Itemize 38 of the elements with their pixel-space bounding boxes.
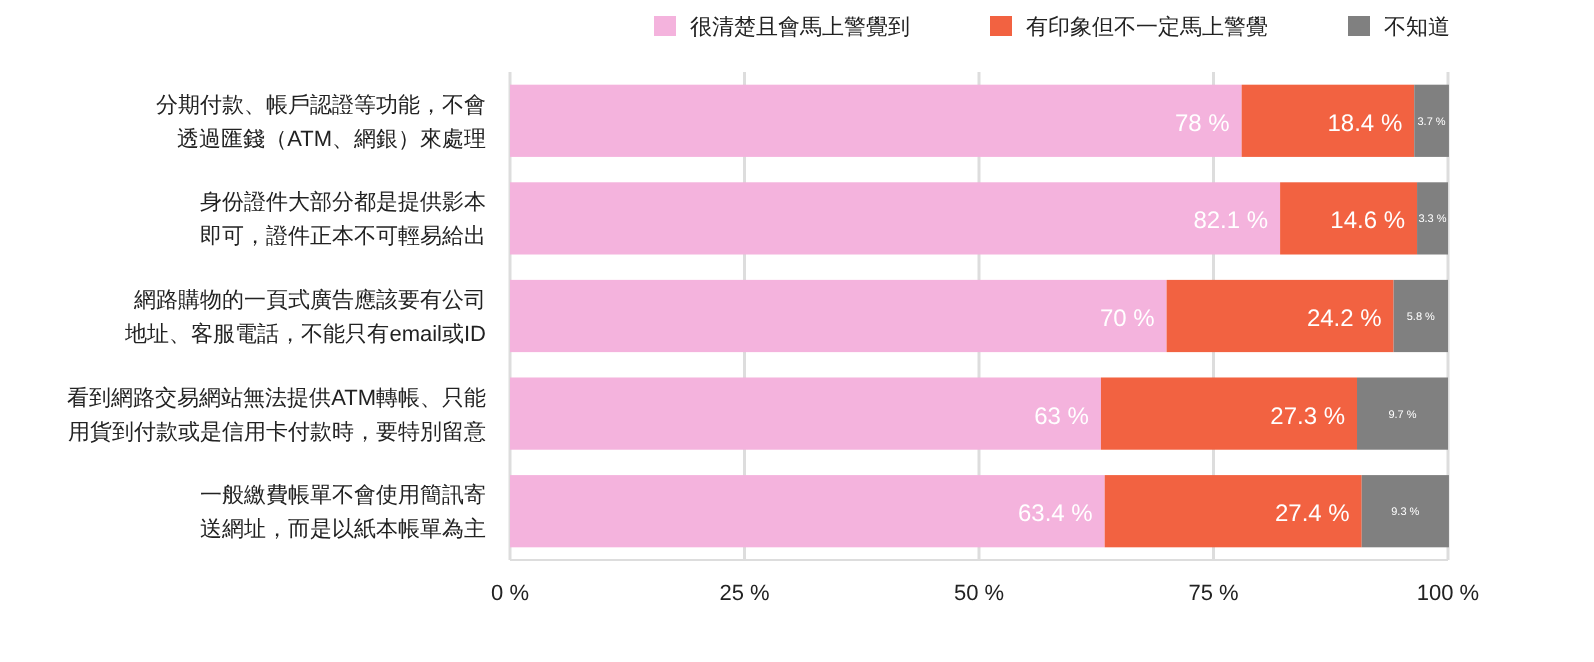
bar	[510, 377, 1101, 450]
bar	[1417, 182, 1448, 255]
x-tick-label: 50 %	[953, 582, 1005, 606]
y-tick-label: 看到網路交易網站無法提供ATM轉帳、只能用貨到付款或是信用卡付款時，要特別留意	[67, 384, 486, 445]
bar	[510, 84, 1242, 157]
bar	[1393, 279, 1448, 353]
data-label: 63 %	[1034, 401, 1090, 430]
data-label: 14.6 %	[1330, 206, 1406, 235]
bar	[510, 279, 1167, 353]
bar	[510, 475, 1105, 548]
legend-label: 不知道	[1384, 16, 1450, 40]
y-tick-label: 一般繳費帳單不會使用簡訊寄送網址，而是以紙本帳單為主	[200, 482, 486, 543]
legend-label: 很清楚且會馬上警覺到	[690, 14, 910, 40]
data-label: 27.3 %	[1270, 401, 1346, 430]
x-tick-label: 75 %	[1188, 582, 1239, 606]
bar	[1100, 377, 1358, 450]
legend-label: 有印象但不一定馬上警覺	[1026, 14, 1268, 40]
y-tick-label: 分期付款、帳戶認證等功能，不會透過匯錢（ATM、網銀）來處理	[156, 91, 486, 152]
data-label: 63.4 %	[1017, 499, 1094, 528]
data-label: 27.4 %	[1274, 499, 1351, 528]
bar	[1414, 84, 1449, 157]
data-label: 24.2 %	[1306, 304, 1383, 332]
data-label: 82.1 %	[1193, 206, 1269, 235]
bar	[1104, 475, 1362, 548]
bar	[1361, 475, 1449, 548]
bar	[1166, 279, 1394, 353]
y-tick-label: 網路購物的一頁式廣告應該要有公司地址、客服電話，不能只有email或ID	[123, 287, 487, 347]
data-label: 18.4 %	[1327, 108, 1403, 137]
bar	[1241, 84, 1415, 157]
x-tick-label: 25 %	[719, 582, 770, 606]
bar	[1280, 182, 1418, 255]
bar	[1357, 377, 1448, 450]
bar	[510, 182, 1281, 255]
y-tick-label: 身份證件大部分都是提供影本即可，證件正本不可輕易給出	[200, 189, 486, 250]
data-label: 78 %	[1174, 108, 1231, 137]
x-tick-label: 100 %	[1416, 582, 1480, 606]
data-label: 70 %	[1099, 304, 1156, 332]
x-tick-label: 0 %	[491, 582, 530, 606]
